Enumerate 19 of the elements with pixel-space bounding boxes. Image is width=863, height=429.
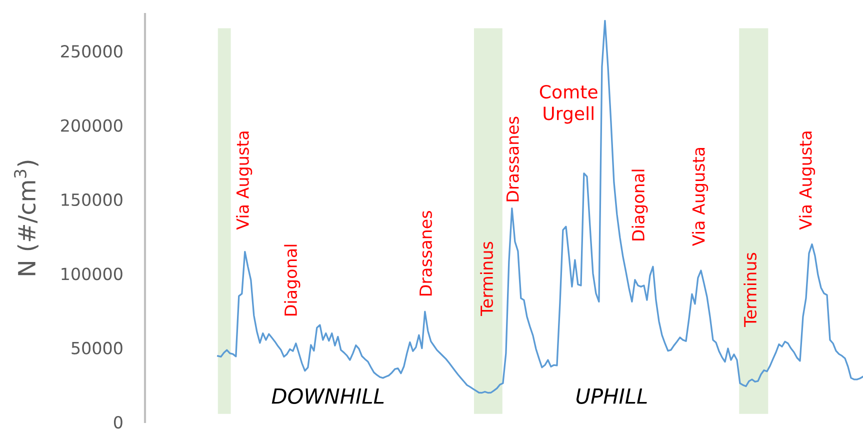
y-tick-label: 50000 [72, 342, 122, 354]
y-tick-label: 100000 [62, 268, 122, 280]
annotation: Drassanes [506, 116, 519, 202]
y-axis-title: N (#/cm$^{3}$) [14, 160, 38, 276]
y-tick-label: 200000 [61, 119, 122, 132]
y-tick-label: 150000 [62, 193, 122, 206]
annotation: Via Augusta [798, 132, 816, 230]
annotation: Diagonal [284, 244, 300, 316]
annotation: Comte Urgell [540, 84, 598, 124]
annotation: UPHILL [576, 388, 647, 404]
annotation: Via Augusta [236, 132, 252, 230]
annotation: Terminus [744, 252, 757, 327]
annotation: Drassanes [420, 210, 432, 296]
y-tick-label: 0 [114, 416, 122, 429]
annotation: DOWNHILL [272, 388, 384, 404]
y-tick-label: 250000 [61, 45, 122, 58]
annotation: Diagonal [632, 170, 648, 240]
annotation: Terminus [480, 242, 494, 316]
annotation: Via Augusta [692, 148, 708, 246]
